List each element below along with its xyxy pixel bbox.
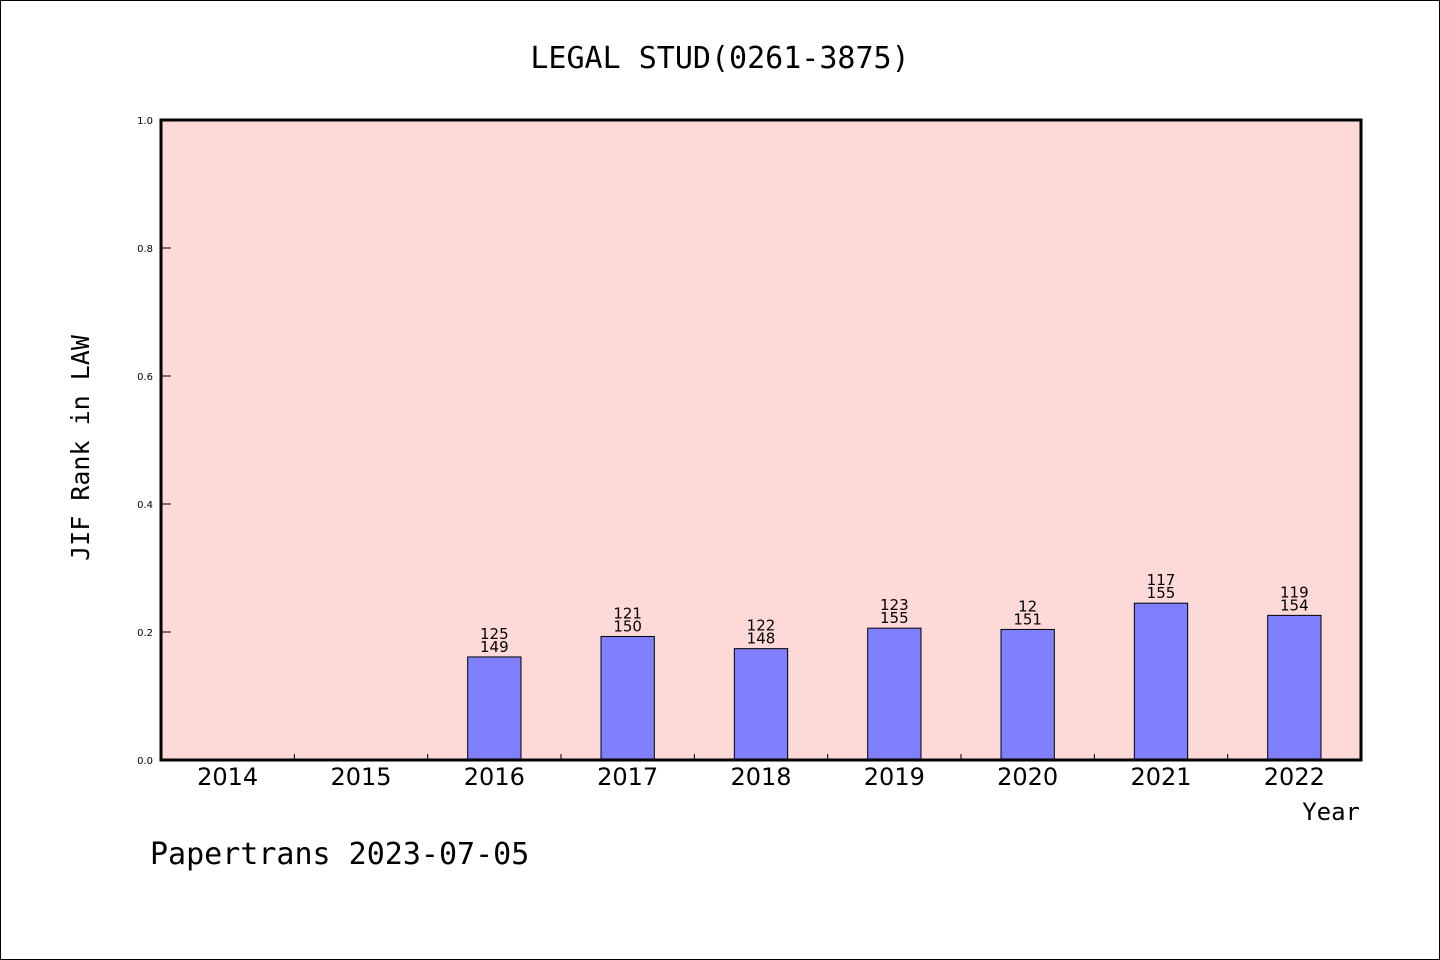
bar-label-rank: 119 (1280, 583, 1309, 601)
y-tick-label: 0.4 (137, 500, 153, 511)
bar (600, 635, 655, 761)
chart-title: LEGAL STUD(0261-3875) (530, 41, 909, 76)
bar-label-total: 150 (613, 617, 642, 635)
y-tick-label: 0.8 (137, 244, 153, 255)
y-tick-label: 1.0 (137, 116, 153, 127)
bar (733, 648, 789, 761)
x-tick-label: 2017 (597, 763, 658, 791)
bar-label-total: 154 (1280, 596, 1309, 614)
x-tick-label: 2018 (730, 763, 791, 791)
bar-label-rank: 12 (1018, 597, 1037, 615)
bar-label-rank: 117 (1147, 571, 1176, 589)
plot-border (159, 118, 1363, 762)
x-tick-label: 2021 (1130, 763, 1191, 791)
x-tick-label: 2020 (997, 763, 1058, 791)
bar-label-total: 155 (1147, 584, 1176, 602)
y-tick-labels: 0.0 0.2 0.4 0.6 0.8 1.0 (137, 116, 153, 767)
y-tick-label: 0.0 (137, 756, 153, 767)
bar-label-total: 155 (880, 609, 909, 627)
bar (1133, 602, 1189, 761)
bars-layer (467, 602, 1322, 761)
x-tick-labels: 2014 2015 2016 2017 2018 2019 2020 2021 2022 (197, 763, 1325, 791)
bar (1000, 628, 1055, 761)
bar (467, 656, 522, 761)
x-tick-label: 2022 (1264, 763, 1325, 791)
x-tick-label: 2014 (197, 763, 258, 791)
bar-label-rank: 121 (613, 604, 642, 622)
x-tick-label: 2015 (330, 763, 391, 791)
y-tick-label: 0.6 (137, 372, 153, 383)
bar (1267, 614, 1322, 761)
y-axis-label: JIF Rank in LAW (66, 334, 95, 561)
bar-label-rank: 123 (880, 596, 909, 614)
bar-label-rank: 125 (480, 625, 509, 643)
bar-label-total: 149 (480, 638, 509, 656)
x-axis-label: Year (1302, 798, 1360, 826)
y-tick-label: 0.2 (137, 628, 153, 639)
bar-label-total: 148 (747, 630, 776, 648)
bar-label-total: 151 (1013, 610, 1042, 628)
x-tick-label: 2019 (864, 763, 925, 791)
bar (867, 627, 922, 761)
x-tick-label: 2016 (464, 763, 525, 791)
bar-label-rank: 122 (747, 617, 776, 635)
footer-text: Papertrans 2023-07-05 (150, 837, 529, 872)
